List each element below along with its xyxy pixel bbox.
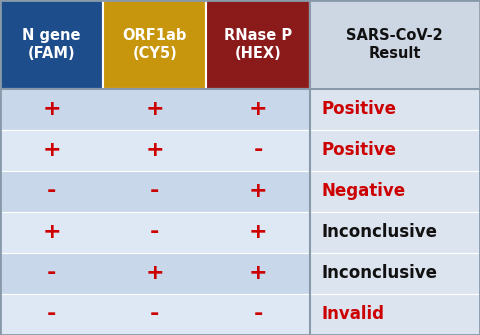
Text: +: + xyxy=(249,99,267,119)
Text: RNase P
(HEX): RNase P (HEX) xyxy=(224,28,292,61)
Text: Inconclusive: Inconclusive xyxy=(322,223,438,242)
Bar xyxy=(0,171,310,212)
Text: Invalid: Invalid xyxy=(322,306,384,324)
Bar xyxy=(310,253,480,294)
Text: Inconclusive: Inconclusive xyxy=(322,264,438,282)
Text: Positive: Positive xyxy=(322,141,396,159)
Text: +: + xyxy=(145,140,164,160)
Bar xyxy=(310,0,480,335)
Bar xyxy=(310,294,480,335)
Bar xyxy=(310,130,480,171)
Text: -: - xyxy=(47,263,56,283)
Text: +: + xyxy=(42,140,61,160)
Bar xyxy=(310,89,480,130)
Text: +: + xyxy=(249,263,267,283)
Text: -: - xyxy=(150,305,159,325)
Text: +: + xyxy=(249,181,267,201)
Text: +: + xyxy=(145,99,164,119)
Text: -: - xyxy=(253,305,263,325)
Bar xyxy=(310,0,480,89)
Text: +: + xyxy=(249,222,267,243)
Text: -: - xyxy=(47,305,56,325)
Text: -: - xyxy=(150,181,159,201)
Text: Negative: Negative xyxy=(322,182,406,200)
Bar xyxy=(0,89,310,130)
Text: +: + xyxy=(42,222,61,243)
Bar xyxy=(310,171,480,212)
Bar xyxy=(0,212,310,253)
Bar xyxy=(0,0,103,89)
Bar xyxy=(103,0,206,89)
Text: ORF1ab
(CY5): ORF1ab (CY5) xyxy=(122,28,187,61)
Text: -: - xyxy=(253,140,263,160)
Text: +: + xyxy=(145,263,164,283)
Bar xyxy=(0,294,310,335)
Bar xyxy=(0,130,310,171)
Text: +: + xyxy=(42,99,61,119)
Bar xyxy=(310,212,480,253)
Bar xyxy=(206,0,310,89)
Text: N gene
(FAM): N gene (FAM) xyxy=(23,28,81,61)
Bar xyxy=(0,253,310,294)
Text: -: - xyxy=(150,222,159,243)
Text: -: - xyxy=(47,181,56,201)
Text: SARS-CoV-2
Result: SARS-CoV-2 Result xyxy=(347,28,443,61)
Text: Positive: Positive xyxy=(322,100,396,118)
